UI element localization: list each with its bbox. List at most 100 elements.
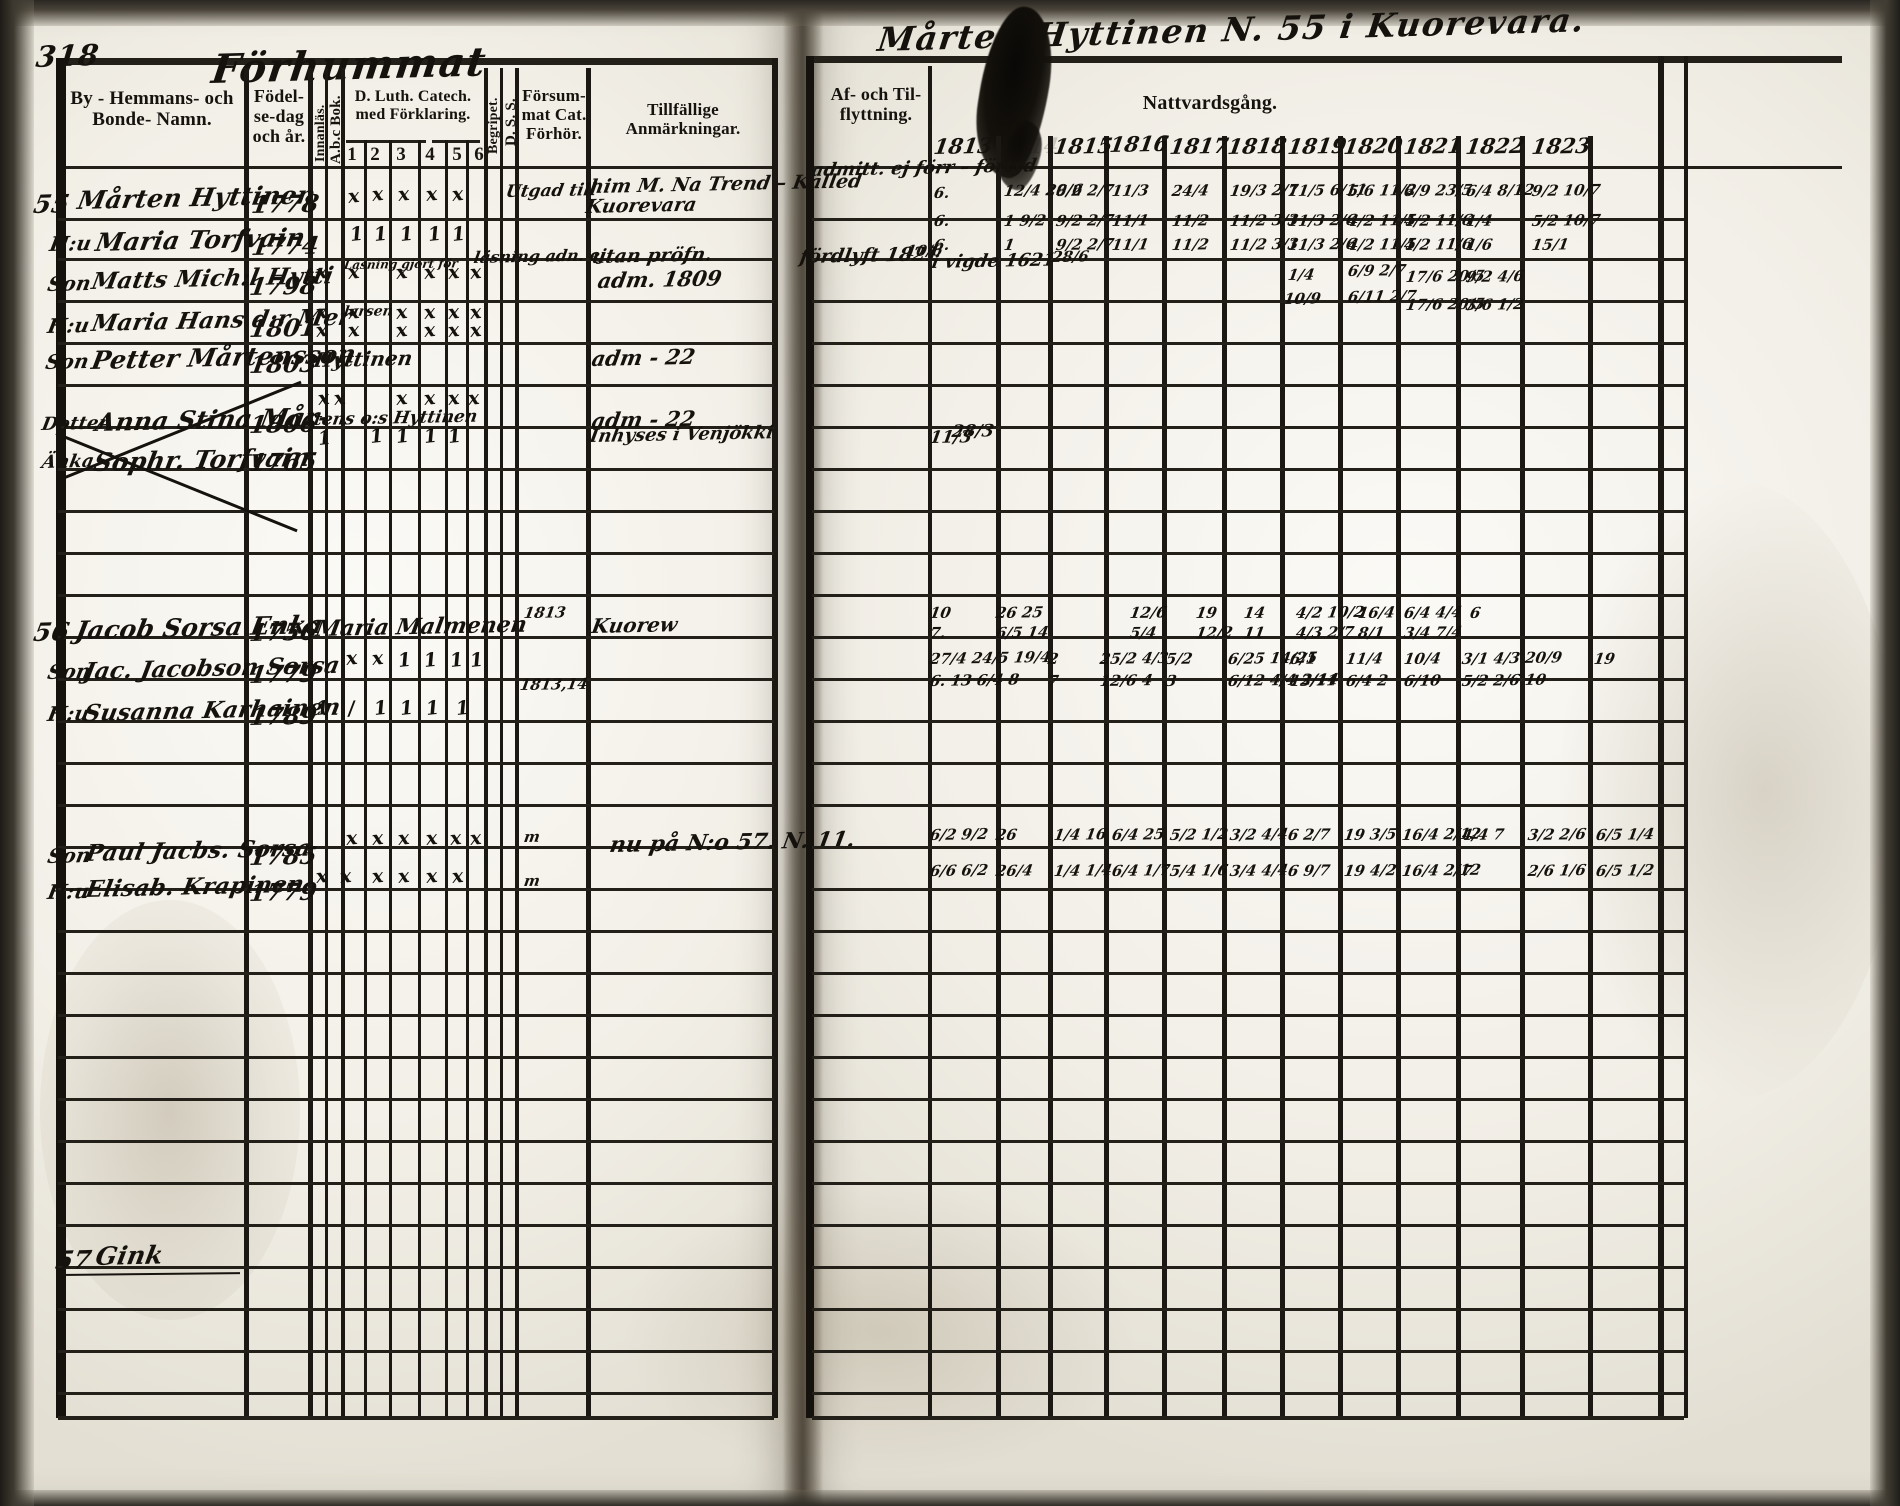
catech-mark-0-1-4: 1 (426, 222, 443, 246)
rule-year-1822 (1520, 136, 1525, 1418)
entry-birth-1-2: 1789 (247, 700, 320, 732)
year-header-1816: 1816 (1108, 130, 1171, 158)
catech-mark-0-4-2: x (346, 318, 361, 342)
entry-birth-1-1: 1779 (247, 658, 320, 690)
catech-subheader-rule-a (346, 140, 426, 143)
catech-mark-1-2-6: 1 (454, 696, 471, 720)
header-script-flourish: Förhummat (208, 38, 490, 94)
rule-year-1814 (1048, 136, 1053, 1418)
entry-forsummat-2-1: m (522, 871, 542, 891)
communion-row-5-c6: 1/4 (1286, 265, 1316, 285)
rule-right-margin (1684, 56, 1688, 1418)
row-rule-r2 (812, 258, 1684, 261)
entry-birth-0-1: 1774 (249, 230, 322, 262)
row-rule-r9 (812, 552, 1684, 555)
entry-birth-0-5: 1806 (247, 408, 320, 440)
row-rule-r23 (812, 1140, 1684, 1143)
communion-row-9-c7: 16/4 (1356, 603, 1397, 623)
catech-mark-1-2-5: 1 (424, 696, 441, 720)
communion-row-17-c4: 5/4 1/6 (1168, 860, 1230, 881)
entry-role-0-2: Son (45, 270, 94, 297)
catech-mark-0-1-2: 1 (372, 222, 389, 246)
communion-row-10-c1: 6/5 14 (994, 623, 1050, 643)
catech-mark-0-4-3: x (394, 318, 409, 342)
catech-mark-0-0-5: x (450, 182, 465, 206)
row-rule-r7 (812, 468, 1684, 471)
communion-row-16-c9: 4/4 7 (1460, 825, 1506, 845)
communion-row-2-c8: 4/2 11/6 (1402, 210, 1474, 231)
left-header-top-rule (56, 58, 776, 65)
communion-row-9-c3: 12/6 (1128, 603, 1169, 623)
column-header-flyttning-line2: flyttning. (839, 104, 913, 125)
catech-mark-2-0-1: x (344, 826, 359, 850)
entry-role-0-1: H:u (47, 230, 94, 257)
rule-year-1818 (1280, 136, 1285, 1418)
communion-row-1-c2: 6/2 2/7 (1054, 180, 1116, 201)
entry-birth-1-0: 1756 (247, 616, 320, 648)
catech-mark-1-1-4: 1 (422, 648, 439, 672)
row-rule-r30 (812, 1416, 1684, 1420)
catech-mark-0-1-1: 1 (348, 222, 365, 246)
communion-row-17-c7: 19 4/2 (1342, 861, 1398, 881)
catech-mark-0-6-3: 1 (394, 424, 411, 448)
communion-row-12-c8: 5/2 2/6 10 (1460, 670, 1548, 691)
communion-row-16-c0: 6/2 9/2 (928, 824, 990, 845)
catech-mark-2-0-4: x (424, 826, 439, 850)
paper-left-leaf (0, 0, 800, 1506)
communion-row-11-c8: 3/1 4/3 20/9 (1460, 648, 1564, 669)
row-rule-r11 (812, 636, 1684, 639)
row-rule-l30 (58, 1416, 774, 1420)
communion-row-17-c11: 6/5 1/2 (1594, 860, 1656, 881)
rule-year-1823 (1588, 136, 1593, 1418)
rule-catech-2 (389, 140, 392, 1418)
row-rule-l25 (58, 1224, 774, 1227)
communion-row-3-c10: 15/1 (1530, 235, 1571, 255)
row-rule-r8 (812, 510, 1684, 513)
catech-mark-2-0-3: x (396, 826, 411, 850)
column-header-birth-line1: Födel- (253, 86, 305, 106)
year-header-1819: 1819 (1286, 132, 1349, 160)
catech-mark-0-6-2: 1 (368, 424, 385, 448)
row-rule-l11 (58, 636, 774, 639)
household-number-57: 57 (53, 1245, 94, 1276)
row-rule-l2 (58, 258, 774, 261)
communion-row-3-c4: 11/2 (1170, 235, 1211, 255)
communion-row-17-c6: 6 9/7 (1286, 861, 1332, 881)
catech-mark-0-4-1: x (314, 318, 329, 342)
catech-mark-0-4-6: x (468, 318, 483, 342)
row-rule-l16 (58, 846, 774, 849)
row-rule-r25 (812, 1224, 1684, 1227)
row-rule-l22 (58, 1098, 774, 1101)
right-header-bottom-rule (812, 166, 1842, 169)
communion-row-12-c2: 12/6 4 (1098, 671, 1154, 691)
row-rule-l10 (58, 594, 774, 597)
catech-mark-2-1-1: x (314, 864, 329, 888)
communion-row-9-c1: 26 25 (994, 603, 1045, 623)
communion-row-1-c9: 6/4 8/12 (1464, 180, 1536, 201)
rule-year-1817 (1222, 136, 1227, 1418)
entry-anmark-1-0: Kuorew (589, 612, 680, 639)
entry-forsummat-1-0: 1813 (522, 603, 568, 623)
communion-row-10-c3: 5/4 (1128, 623, 1158, 643)
entry-birth-0-6: 1765 (247, 446, 320, 478)
communion-row-11-c3: 5/2 (1164, 649, 1194, 669)
book-gutter (784, 0, 822, 1506)
communion-row-11-c6: 11/4 (1344, 649, 1385, 669)
communion-row-11-c0: 27/4 24/5 19/4 (928, 647, 1053, 669)
entry-name-3-0: Gink (93, 1240, 166, 1272)
rule-innanlas-abc (325, 68, 328, 1418)
communion-row-16-c5: 3/2 4/4 (1228, 824, 1290, 845)
catech-mark-0-2-4: x (422, 260, 437, 284)
column-header-catech-line1: D. Luth. Catech. (354, 88, 472, 105)
rule-flyttning-nattvard (928, 66, 932, 1418)
entry-forsummat-1-2: 1813,14 (518, 674, 590, 695)
row-rule-l1 (58, 218, 774, 221)
row-rule-r20 (812, 1014, 1684, 1017)
catech-number-4: 4 (425, 144, 435, 165)
catech-mark-2-0-2: x (370, 826, 385, 850)
communion-row-12-c7: 6/10 (1402, 671, 1443, 691)
catech-mark-2-1-4: x (396, 864, 411, 888)
column-header-name-line1: By - Hemmans- och (70, 88, 234, 109)
communion-row-10-c8: 3/4 7/4 (1402, 622, 1464, 643)
